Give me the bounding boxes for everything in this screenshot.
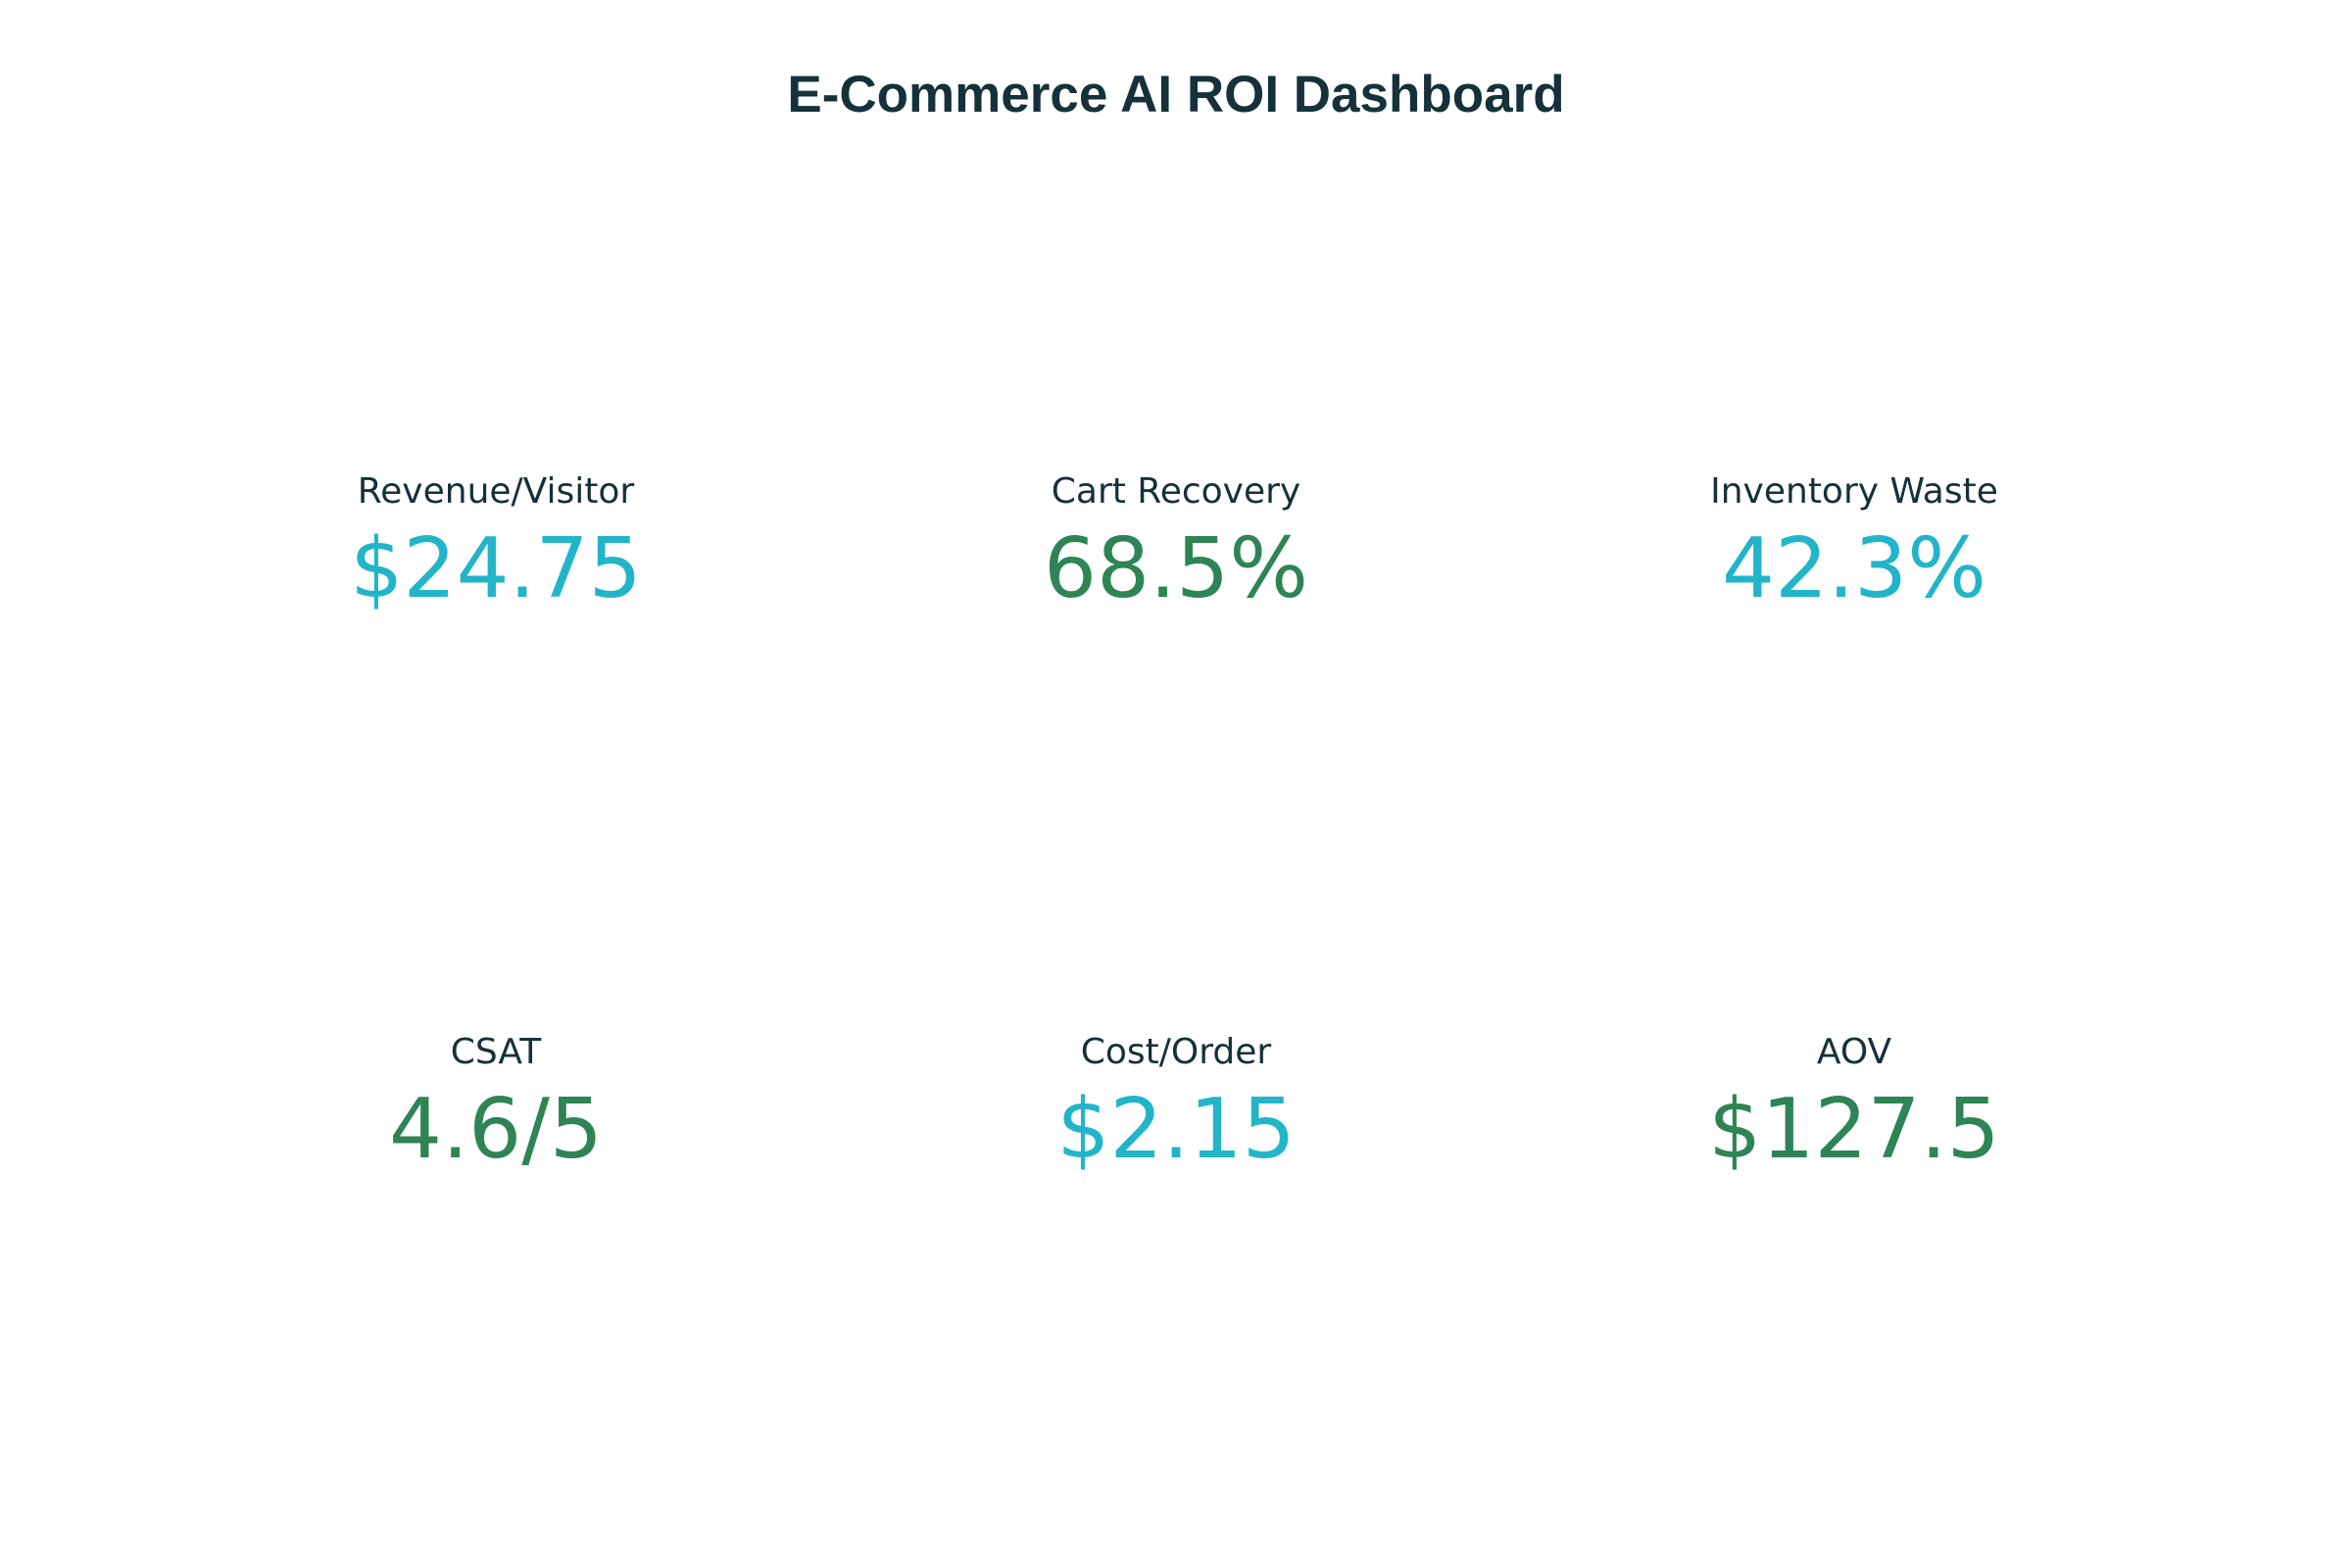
- kpi-card-cost-per-order: Cost/Order $2.15: [833, 1030, 1519, 1179]
- kpi-card-inventory-waste: Inventory Waste 42.3%: [1511, 469, 2197, 618]
- kpi-label: Cost/Order: [1080, 1032, 1272, 1072]
- kpi-value: 42.3%: [1721, 520, 1987, 617]
- kpi-value: $24.75: [350, 520, 642, 617]
- kpi-card-revenue-per-visitor: Revenue/Visitor $24.75: [153, 469, 839, 618]
- kpi-label: CSAT: [450, 1032, 542, 1072]
- kpi-value: 68.5%: [1043, 520, 1309, 617]
- kpi-label: Cart Recovery: [1051, 471, 1301, 512]
- kpi-label: AOV: [1816, 1032, 1892, 1072]
- kpi-value: $2.15: [1056, 1081, 1296, 1178]
- kpi-value: 4.6/5: [389, 1081, 603, 1178]
- kpi-label: Inventory Waste: [1710, 471, 1998, 512]
- dashboard-title: E-Commerce AI ROI Dashboard: [787, 66, 1565, 123]
- kpi-value: $127.5: [1708, 1081, 2000, 1178]
- kpi-card-csat: CSAT 4.6/5: [153, 1030, 839, 1179]
- kpi-card-cart-recovery: Cart Recovery 68.5%: [833, 469, 1519, 618]
- kpi-card-aov: AOV $127.5: [1511, 1030, 2197, 1179]
- kpi-label: Revenue/Visitor: [357, 471, 635, 512]
